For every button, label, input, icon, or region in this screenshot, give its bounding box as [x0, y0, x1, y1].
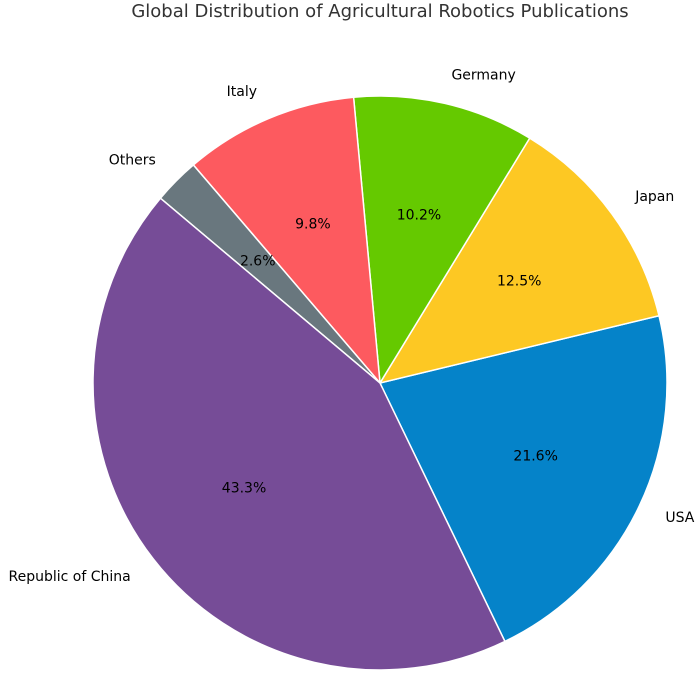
pie-slice — [192, 96, 381, 386]
pie-slice — [378, 314, 668, 643]
chart-title: Global Distribution of Agricultural Robo… — [131, 1, 628, 22]
category-label: Germany — [451, 67, 515, 83]
pie-slice — [352, 95, 531, 386]
value-label: 2.6% — [240, 254, 276, 270]
value-label: 12.5% — [497, 274, 541, 290]
value-label: 9.8% — [295, 216, 331, 232]
value-label: 10.2% — [397, 207, 441, 223]
value-label: 21.6% — [513, 449, 557, 465]
value-label: 43.3% — [222, 481, 266, 497]
category-label: Others — [109, 153, 156, 169]
category-label: Italy — [227, 84, 257, 100]
pie-slice — [92, 197, 506, 671]
category-label: USA — [665, 510, 694, 526]
category-label: Japan — [634, 189, 674, 205]
category-label: Republic of China — [9, 569, 131, 585]
pie-slice — [378, 137, 660, 385]
